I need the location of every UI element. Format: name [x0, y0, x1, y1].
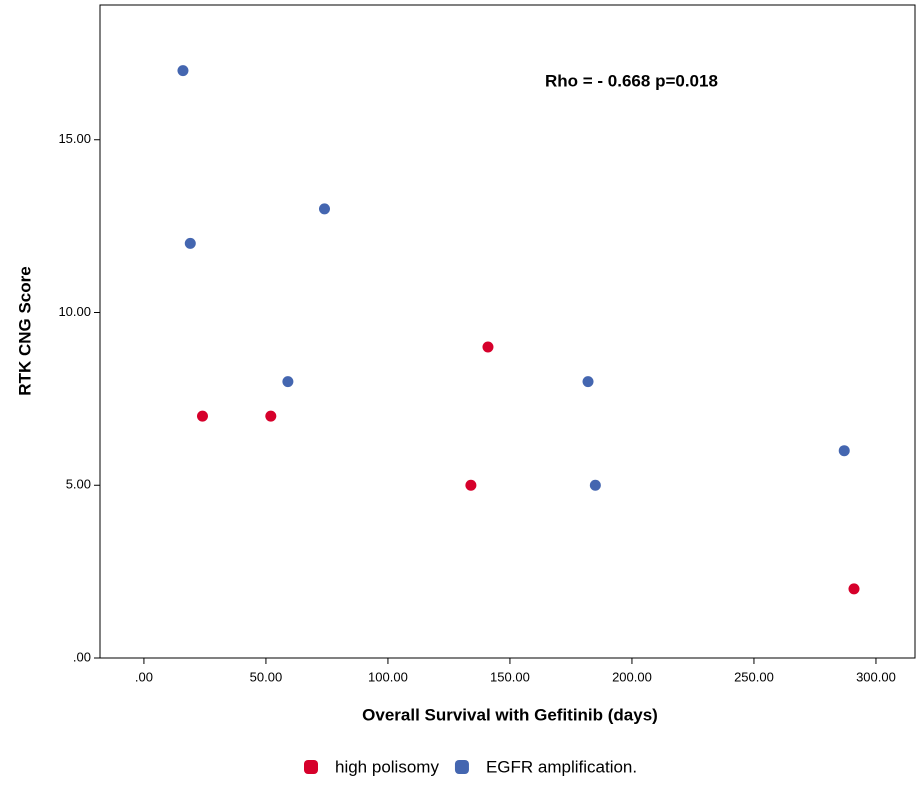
- x-tick-label: 50.00: [250, 669, 283, 684]
- y-axis-title: RTK CNG Score: [15, 266, 34, 395]
- point: [282, 376, 294, 388]
- point: [196, 410, 208, 422]
- y-tick-label: 5.00: [66, 477, 91, 492]
- x-tick-label: .00: [135, 669, 153, 684]
- x-tick-label: 250.00: [734, 669, 774, 684]
- legend-label: high polisomy: [335, 757, 439, 776]
- y-tick-label: 15.00: [58, 131, 91, 146]
- legend-swatch: [304, 760, 318, 774]
- point: [848, 583, 860, 595]
- point: [589, 479, 601, 491]
- y-tick-label: 10.00: [58, 304, 91, 319]
- plot-frame: [99, 4, 916, 659]
- point: [177, 65, 189, 77]
- point: [318, 203, 330, 215]
- annotation: Rho = - 0.668 p=0.018: [545, 71, 718, 90]
- y-tick-label: .00: [73, 649, 91, 664]
- legend-label: EGFR amplification.: [486, 757, 637, 776]
- point: [482, 341, 494, 353]
- x-tick-label: 100.00: [368, 669, 408, 684]
- point: [465, 479, 477, 491]
- x-axis-title: Overall Survival with Gefitinib (days): [362, 705, 658, 724]
- x-tick-label: 300.00: [856, 669, 896, 684]
- x-tick-label: 150.00: [490, 669, 530, 684]
- point: [838, 445, 850, 457]
- point: [265, 410, 277, 422]
- legend-swatch: [454, 760, 469, 774]
- x-tick-label: 200.00: [612, 669, 652, 684]
- point: [184, 237, 196, 249]
- point: [582, 376, 594, 388]
